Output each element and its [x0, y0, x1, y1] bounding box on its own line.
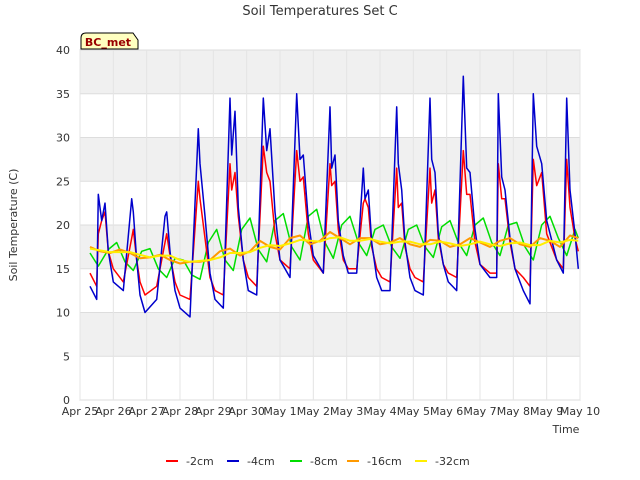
- x-tick-label: May 5: [397, 405, 430, 418]
- y-tick-label: 20: [56, 219, 70, 232]
- x-tick-label: May 7: [463, 405, 496, 418]
- series-line-minus-32cm: [89, 236, 579, 263]
- x-tick-label: Apr 27: [128, 405, 165, 418]
- series-line-minus-4cm: [89, 75, 580, 318]
- y-tick-label: 35: [56, 88, 70, 101]
- x-tick-label: Apr 26: [95, 405, 132, 418]
- x-tick-label: Apr 28: [162, 405, 199, 418]
- y-axis-ticks: 0 5 10 15 20 25 30 35 40: [56, 44, 70, 407]
- background-band: [80, 268, 580, 313]
- x-tick-label: Apr 30: [228, 405, 265, 418]
- series-lines: [89, 75, 580, 318]
- y-axis-label: Soil Temperature (C): [7, 169, 20, 282]
- chart-title: Soil Temperatures Set C: [242, 4, 397, 19]
- x-tick-label: Apr 29: [195, 405, 232, 418]
- legend-label: -32cm: [435, 455, 470, 468]
- x-tick-label: May 4: [363, 405, 396, 418]
- y-tick-label: 0: [63, 394, 70, 407]
- y-tick-label: 25: [56, 175, 70, 188]
- background-band: [80, 312, 580, 357]
- y-tick-label: 30: [56, 132, 70, 145]
- annotation-badge: BC_met: [80, 32, 139, 50]
- x-tick-label: Apr 25: [62, 405, 99, 418]
- x-tick-label: May 2: [297, 405, 330, 418]
- series-line-minus-16cm: [89, 231, 579, 265]
- y-tick-label: 10: [56, 307, 70, 320]
- legend-label: -2cm: [186, 455, 214, 468]
- y-tick-label: 15: [56, 263, 70, 276]
- y-tick-label: 5: [63, 350, 70, 363]
- legend-label: -16cm: [367, 455, 402, 468]
- x-tick-label: May 1: [263, 405, 296, 418]
- legend-label: -4cm: [247, 455, 275, 468]
- y-tick-label: 40: [56, 44, 70, 57]
- x-tick-label: May 6: [430, 405, 463, 418]
- x-tick-label: May 9: [530, 405, 563, 418]
- legend-label: -8cm: [310, 455, 338, 468]
- x-axis-label: Time: [552, 423, 580, 436]
- background-band: [80, 50, 580, 94]
- background-band: [80, 356, 580, 400]
- legend: -2cm -4cm -8cm -16cm -32cm: [166, 455, 470, 468]
- x-tick-label: May 3: [330, 405, 363, 418]
- annotation-text: BC_met: [85, 36, 131, 49]
- x-tick-label: May 8: [497, 405, 530, 418]
- x-tick-label: May 10: [560, 405, 600, 418]
